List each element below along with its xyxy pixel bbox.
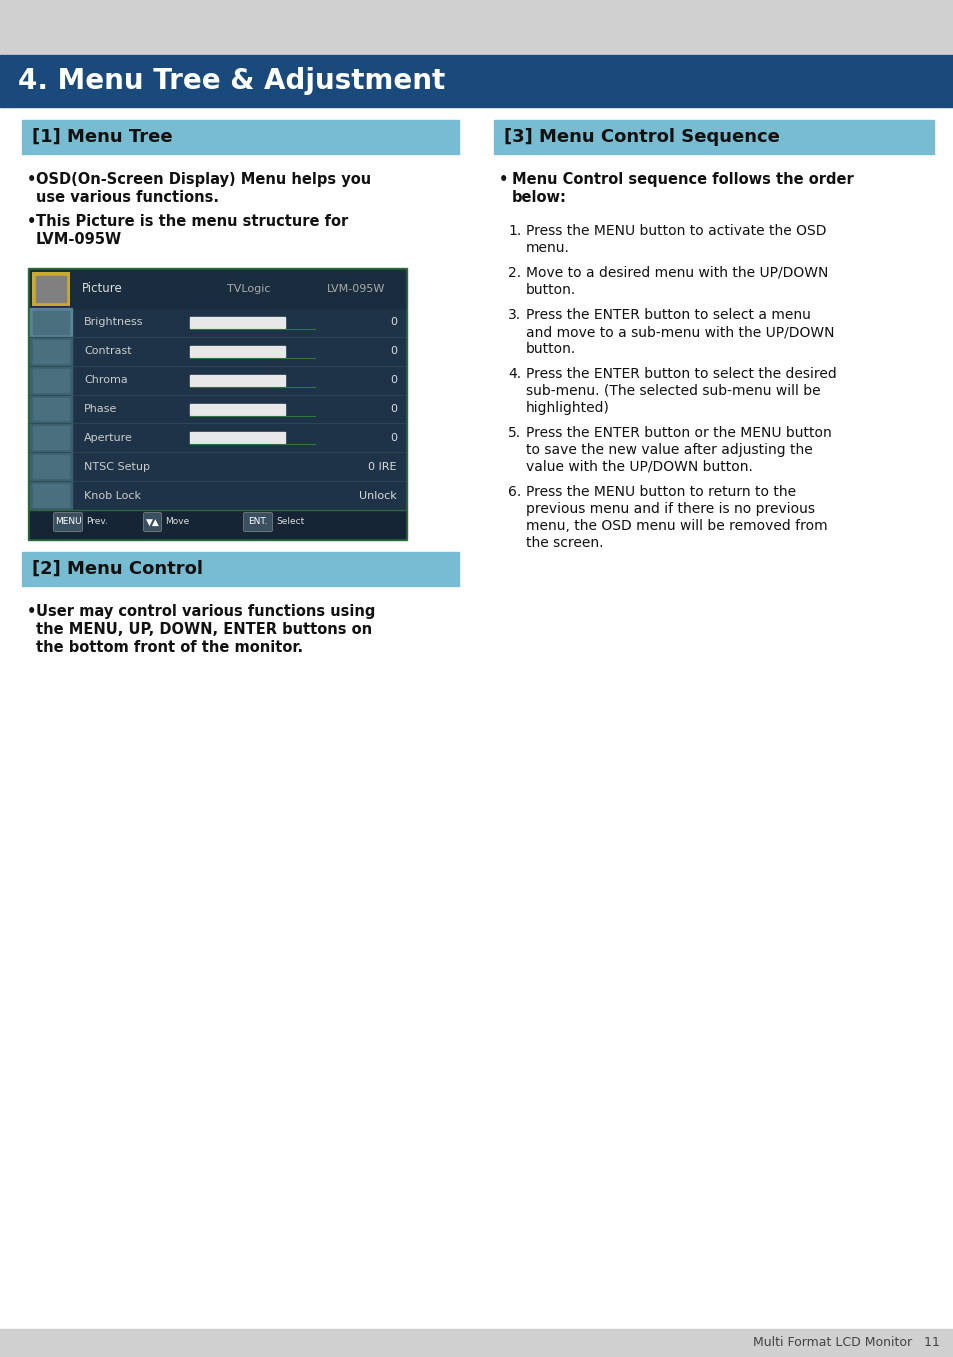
Bar — [0, 1329, 953, 1357]
Text: Multi Format LCD Monitor   11: Multi Format LCD Monitor 11 — [752, 1337, 939, 1349]
Text: Contrast: Contrast — [84, 346, 132, 357]
Text: Phase: Phase — [84, 404, 117, 414]
Text: User may control various functions using: User may control various functions using — [36, 604, 375, 619]
Text: •: • — [27, 214, 36, 229]
Bar — [190, 375, 285, 385]
Bar — [22, 119, 458, 153]
Text: LVM-095W: LVM-095W — [36, 232, 122, 247]
Bar — [0, 56, 953, 107]
Bar — [33, 456, 69, 478]
Bar — [33, 369, 69, 392]
Bar — [30, 395, 71, 423]
Bar — [190, 403, 285, 414]
Text: NTSC Setup: NTSC Setup — [84, 461, 150, 472]
Text: Picture: Picture — [82, 282, 123, 296]
Text: Press the MENU button to activate the OSD: Press the MENU button to activate the OS… — [525, 224, 825, 237]
Text: [3] Menu Control Sequence: [3] Menu Control Sequence — [503, 128, 779, 147]
Bar — [30, 366, 71, 395]
Text: below:: below: — [512, 190, 566, 205]
FancyBboxPatch shape — [243, 513, 273, 532]
Bar — [22, 552, 458, 586]
Bar — [33, 426, 69, 449]
Bar — [0, 0, 953, 56]
Text: Press the MENU button to return to the: Press the MENU button to return to the — [525, 484, 796, 499]
Text: Prev.: Prev. — [86, 517, 108, 527]
Text: Menu Control sequence follows the order: Menu Control sequence follows the order — [512, 172, 853, 187]
Bar — [33, 484, 69, 508]
Text: Move to a desired menu with the UP/DOWN: Move to a desired menu with the UP/DOWN — [525, 266, 827, 280]
Text: LVM-095W: LVM-095W — [327, 284, 385, 294]
Text: 3.: 3. — [507, 308, 520, 322]
Bar — [30, 270, 405, 308]
Bar — [28, 267, 407, 540]
Bar — [190, 346, 285, 357]
Text: the MENU, UP, DOWN, ENTER buttons on: the MENU, UP, DOWN, ENTER buttons on — [36, 622, 372, 636]
Text: OSD(On-Screen Display) Menu helps you: OSD(On-Screen Display) Menu helps you — [36, 172, 371, 187]
Bar — [33, 339, 69, 362]
Text: 0: 0 — [390, 318, 396, 327]
Text: 0: 0 — [390, 375, 396, 385]
Text: to save the new value after adjusting the: to save the new value after adjusting th… — [525, 442, 812, 457]
Text: Select: Select — [275, 517, 304, 527]
Text: 4.: 4. — [507, 366, 520, 381]
Text: 0 IRE: 0 IRE — [368, 461, 396, 472]
Text: sub-menu. (The selected sub-menu will be: sub-menu. (The selected sub-menu will be — [525, 384, 820, 398]
Bar — [32, 271, 70, 305]
Text: Aperture: Aperture — [84, 433, 132, 442]
Text: Press the ENTER button or the MENU button: Press the ENTER button or the MENU butto… — [525, 426, 831, 440]
Text: button.: button. — [525, 342, 576, 356]
Bar — [36, 275, 66, 303]
Text: the bottom front of the monitor.: the bottom front of the monitor. — [36, 641, 303, 655]
Bar — [33, 311, 69, 334]
Text: Knob Lock: Knob Lock — [84, 491, 141, 501]
Text: This Picture is the menu structure for: This Picture is the menu structure for — [36, 214, 348, 229]
Text: 1.: 1. — [507, 224, 520, 237]
Bar — [190, 318, 285, 328]
Text: and move to a sub-menu with the UP/DOWN: and move to a sub-menu with the UP/DOWN — [525, 324, 834, 339]
Text: button.: button. — [525, 284, 576, 297]
Bar — [30, 337, 71, 366]
FancyBboxPatch shape — [143, 513, 161, 532]
Text: previous menu and if there is no previous: previous menu and if there is no previou… — [525, 502, 814, 516]
Text: menu, the OSD menu will be removed from: menu, the OSD menu will be removed from — [525, 518, 827, 533]
Text: Unlock: Unlock — [359, 491, 396, 501]
Bar — [30, 308, 71, 337]
Text: MENU: MENU — [54, 517, 81, 527]
Text: Brightness: Brightness — [84, 318, 143, 327]
Bar — [30, 482, 71, 510]
Text: Press the ENTER button to select the desired: Press the ENTER button to select the des… — [525, 366, 836, 381]
Text: •: • — [498, 172, 508, 187]
Bar — [30, 270, 405, 537]
Text: 6.: 6. — [507, 484, 520, 499]
Text: ENT.: ENT. — [248, 517, 268, 527]
Text: 4. Menu Tree & Adjustment: 4. Menu Tree & Adjustment — [18, 66, 445, 95]
Text: 2.: 2. — [507, 266, 520, 280]
Bar — [30, 510, 405, 537]
Bar — [494, 119, 933, 153]
Bar — [30, 423, 71, 452]
Bar — [33, 398, 69, 421]
Text: the screen.: the screen. — [525, 536, 603, 550]
Text: [1] Menu Tree: [1] Menu Tree — [32, 128, 172, 147]
FancyBboxPatch shape — [53, 513, 82, 532]
Text: menu.: menu. — [525, 242, 569, 255]
Text: Press the ENTER button to select a menu: Press the ENTER button to select a menu — [525, 308, 810, 322]
Text: 0: 0 — [390, 346, 396, 357]
Text: •: • — [27, 604, 36, 619]
Text: highlighted): highlighted) — [525, 402, 609, 415]
Text: •: • — [27, 172, 36, 187]
Text: value with the UP/DOWN button.: value with the UP/DOWN button. — [525, 460, 752, 474]
Bar — [30, 452, 71, 482]
Text: 0: 0 — [390, 404, 396, 414]
Text: Move: Move — [165, 517, 189, 527]
Text: use various functions.: use various functions. — [36, 190, 219, 205]
Bar — [190, 433, 285, 444]
Text: ▼▲: ▼▲ — [146, 517, 159, 527]
Text: [2] Menu Control: [2] Menu Control — [32, 560, 203, 578]
Text: Chroma: Chroma — [84, 375, 128, 385]
Text: TVLogic: TVLogic — [227, 284, 271, 294]
Text: 5.: 5. — [507, 426, 520, 440]
Text: 0: 0 — [390, 433, 396, 442]
